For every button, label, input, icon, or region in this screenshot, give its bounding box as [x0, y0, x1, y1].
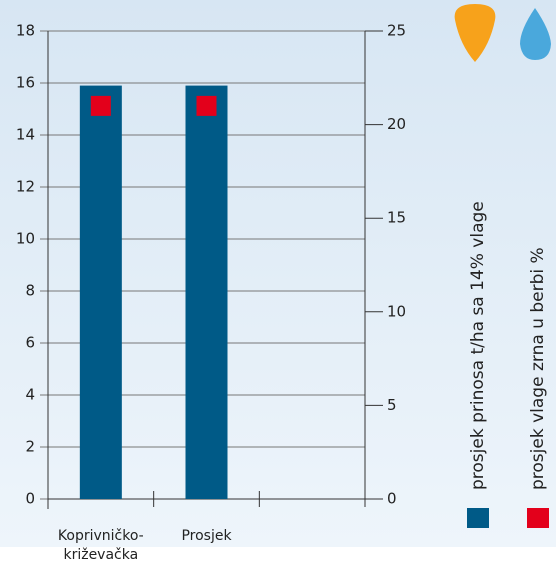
legend-swatch	[527, 508, 549, 528]
x-tick-label: Koprivničko-križevačka	[57, 528, 144, 563]
y-tick-label: 10	[16, 230, 35, 248]
y2-tick-label: 10	[387, 302, 406, 320]
y-tick-label: 12	[16, 178, 35, 196]
legend-label: prosjek prinosa t/ha sa 14% vlage	[468, 201, 488, 490]
legend-label: prosjek vlage zrna u berbi %	[528, 247, 548, 490]
y2-tick-label: 15	[387, 209, 406, 227]
y-tick-label: 8	[25, 282, 35, 300]
y-tick-label: 0	[25, 490, 35, 508]
y-tick-label: 4	[25, 386, 35, 404]
icon	[454, 4, 496, 62]
icon	[520, 8, 551, 60]
bar	[79, 85, 122, 499]
y-tick-label: 14	[16, 126, 35, 144]
y2-tick-label: 0	[387, 490, 397, 508]
chart-svg: 0 2 4 6 8 10 12 14 16 18 0 5 10 15 20 25 prosjek prinosa…	[16, 4, 551, 528]
x-tick-label: Prosjek	[181, 528, 232, 544]
y2-tick-label: 20	[387, 115, 406, 133]
y2-tick-label: 5	[387, 396, 397, 414]
legend-swatch	[467, 508, 489, 528]
y-tick-label: 2	[25, 438, 35, 456]
y-tick-label: 18	[16, 22, 35, 40]
y-tick-label: 16	[16, 74, 35, 92]
y-tick-label: 6	[25, 334, 35, 352]
marker	[196, 95, 217, 116]
y2-tick-label: 25	[387, 22, 406, 40]
bar	[185, 85, 228, 499]
marker	[90, 95, 111, 116]
